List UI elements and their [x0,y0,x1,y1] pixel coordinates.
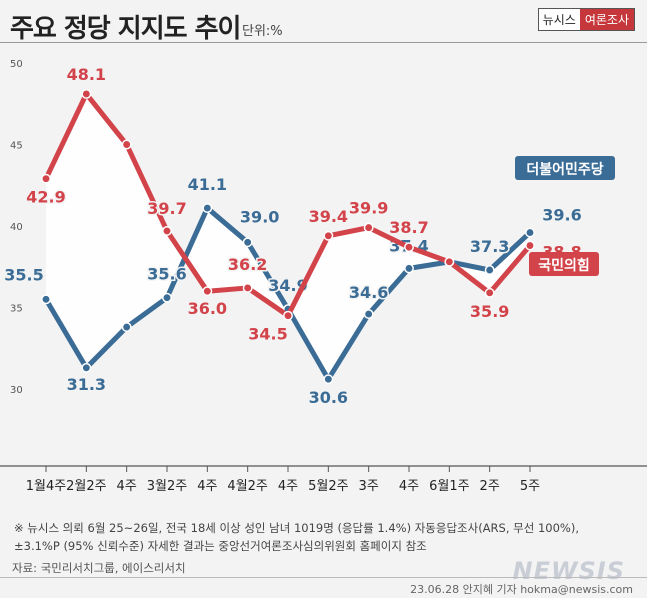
data-label: 39.4 [309,207,348,226]
data-label: 41.1 [188,175,227,194]
series-point [323,374,334,385]
series-point [525,240,535,251]
series-point [484,287,495,298]
series-point [121,139,132,150]
data-label: 48.1 [67,65,106,84]
unit-label: 단위:% [242,24,283,39]
series-point [81,89,92,99]
survey-note-line1: ※ 뉴시스 의뢰 6월 25~26일, 전국 18세 이상 성인 남녀 1019… [14,521,579,535]
credit-text: 23.06.28 안지혜 기자 hokma@newsis.com [410,583,633,596]
data-label: 39.7 [147,199,186,218]
x-tick-label: 4주 [278,479,298,494]
series-name-tag [515,156,615,180]
series-point [323,230,334,241]
series-point [121,322,132,333]
data-label: 35.9 [470,302,509,321]
series-point [202,286,213,297]
data-label: 36.2 [228,255,267,274]
series-point [404,263,414,274]
series-point [41,173,51,184]
y-tick-label: 45 [10,141,23,152]
data-label: 38.7 [389,218,428,237]
series-point [525,227,535,238]
data-label: 39.9 [349,199,388,218]
series-point [41,294,51,305]
brand-badge: 뉴시스 여론조사 [537,8,635,31]
newsis-watermark: NEWSIS [512,557,625,585]
series-name-label: 국민의힘 [538,257,590,274]
x-tick-label: 2월2주 [66,479,107,494]
series-point [484,265,495,275]
x-tick-label: 3주 [359,479,379,494]
data-label: 37.3 [470,237,509,256]
data-label: 39.0 [240,207,279,226]
footer-divider [0,577,647,578]
line-chart: 30 35 40 45 50 1월4주 2월2주 4주 3월2주 4주 4월2주 4주 5월2주 3주 4주… [0,59,647,494]
series-point [162,292,172,303]
data-label: 35.5 [4,265,43,284]
x-tick-label: 4월2주 [227,479,268,494]
data-label: 31.3 [67,375,106,394]
series-point [162,225,172,236]
data-label: 39.6 [542,206,581,225]
series-name-tag [529,252,599,276]
data-label: 34.6 [349,283,388,302]
series-point [202,203,213,214]
x-tick-label: 5월2주 [308,479,349,494]
x-tick-label: 4주 [399,479,419,494]
data-label: 34.5 [248,325,287,344]
data-label: 35.6 [147,265,186,284]
source-text: 자료: 국민리서치그룹, 에이스리서치 [12,561,186,575]
brand-right: 여론조사 [579,9,634,30]
series-point [404,242,414,253]
data-label: 42.9 [26,188,65,207]
page-title: 주요 정당 지지도 추이 [10,14,241,44]
series-point [81,362,92,373]
x-tick-label: 6월1주 [429,479,470,494]
data-label: 36.0 [188,299,227,318]
x-tick-label: 3월2주 [147,479,188,494]
header-divider [0,42,647,43]
area-between-series [46,93,530,380]
brand-left: 뉴시스 [538,9,580,30]
x-tick-label: 1월4주 [26,479,67,494]
y-tick-label: 50 [10,59,23,70]
series-point [242,237,253,248]
x-tick-label: 5주 [520,479,540,494]
series-point [444,256,455,267]
x-tick-label: 4주 [197,479,217,494]
data-label: 30.6 [309,388,348,407]
y-tick-label: 35 [10,304,23,315]
series-point [363,309,374,319]
y-tick-label: 40 [10,222,23,233]
series-point [242,282,253,293]
y-tick-label: 30 [10,385,23,396]
series-name-label: 더불어민주당 [526,161,603,178]
x-tick-label: 2주 [480,479,500,494]
series-point [283,310,293,321]
x-tick-label: 4주 [117,479,137,494]
survey-note-line2: ±3.1%P (95% 신뢰수준) 자세한 결과는 중앙선거여론조사심의위원회 … [14,539,427,553]
series-point [363,222,374,233]
